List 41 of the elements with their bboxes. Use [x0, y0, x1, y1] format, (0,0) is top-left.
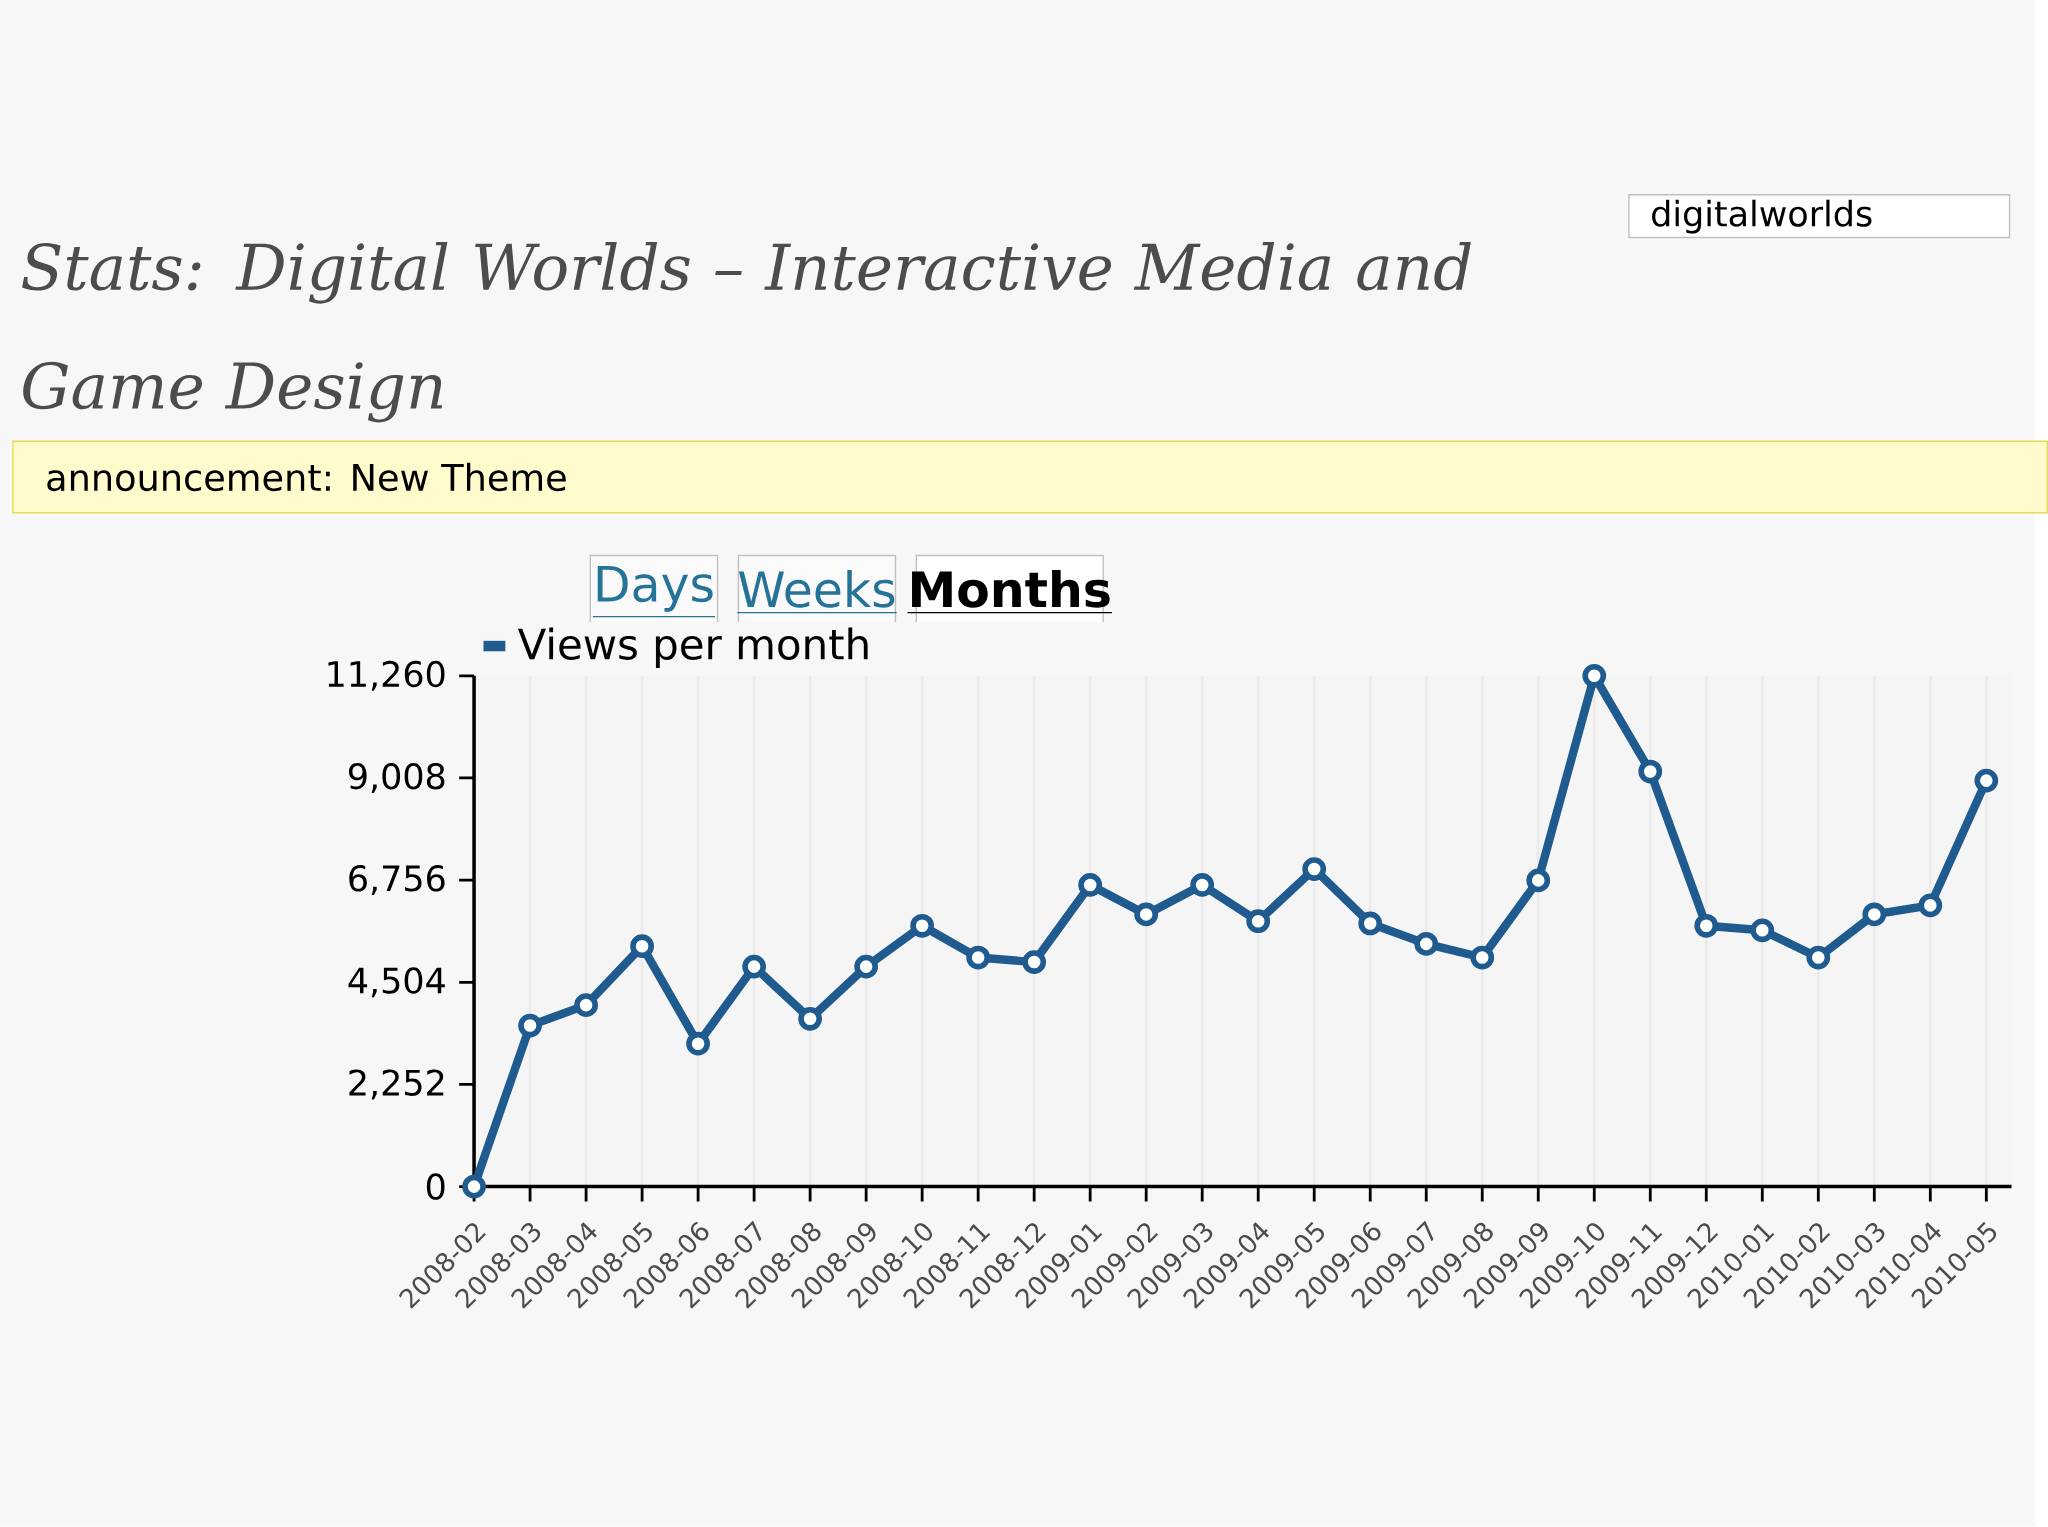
point [1302, 857, 1327, 882]
point [1750, 918, 1775, 943]
point [1414, 932, 1439, 957]
legend-label: Views per month [517, 627, 868, 669]
point [1694, 914, 1719, 938]
point [1190, 873, 1215, 898]
point [1246, 909, 1271, 934]
y-tick-label: 6,756 [349, 865, 445, 896]
point [1022, 950, 1047, 975]
point [1134, 902, 1159, 927]
point [1918, 893, 1943, 918]
point [574, 993, 598, 1018]
y-tick-label: 0 [426, 1173, 445, 1201]
point [686, 1032, 710, 1056]
point [966, 945, 991, 970]
chart-title: Stats: Digital Worlds – Interactive Media and Game Design [22, 242, 1471, 423]
point [910, 914, 935, 938]
point [1078, 873, 1103, 898]
text: announcement: New Theme [47, 463, 566, 492]
point [798, 1007, 822, 1031]
point [462, 1174, 486, 1199]
point [630, 934, 654, 959]
y-tick-label: 4,504 [348, 967, 445, 998]
point [1862, 902, 1887, 927]
point [742, 954, 766, 979]
point [1526, 868, 1551, 893]
text: Months [912, 570, 1110, 608]
text: Weeks [738, 570, 895, 608]
point [1358, 911, 1383, 936]
point [518, 1013, 542, 1038]
point [1582, 664, 1607, 688]
point [1470, 945, 1495, 970]
text: Days [597, 566, 713, 612]
point [1974, 768, 1999, 793]
y-tick-label: 9,008 [349, 763, 445, 794]
point [854, 954, 879, 979]
y-tick-label: 11,260 [328, 660, 445, 692]
point [1806, 945, 1831, 970]
y-tick-label: 2,252 [349, 1069, 444, 1100]
point [1638, 759, 1663, 784]
text: digitalworlds [1652, 199, 1872, 234]
